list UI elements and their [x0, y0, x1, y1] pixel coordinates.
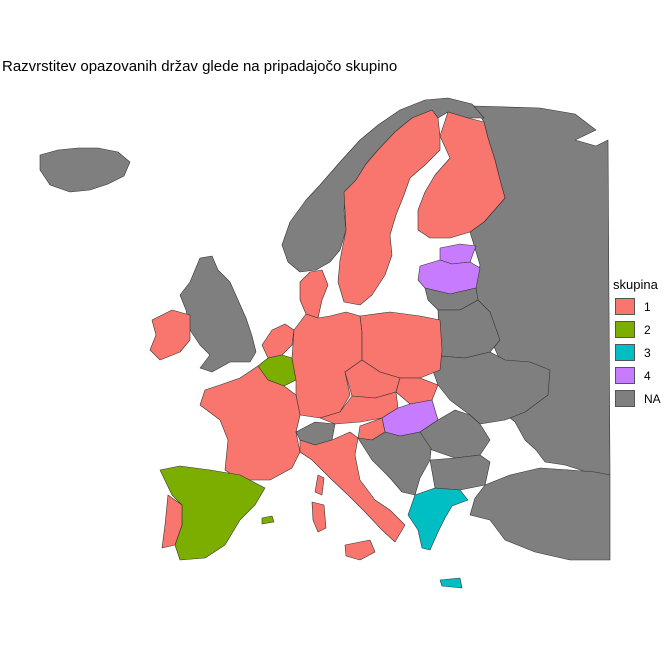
legend-item-2: 2 [613, 319, 658, 342]
region-finland [417, 111, 506, 239]
legend-key-2 [615, 321, 635, 338]
region-turkey [469, 467, 611, 561]
legend-label-4: 4 [644, 369, 651, 383]
region-bulgaria [429, 454, 491, 491]
region-ireland [149, 309, 191, 361]
legend: skupina 1 2 3 4 NA [613, 277, 661, 411]
region-poland [359, 311, 443, 379]
region-sweden [337, 109, 441, 306]
region-italy [299, 431, 406, 543]
region-portugal [161, 494, 183, 549]
region-denmark [299, 269, 329, 319]
region-uk [179, 255, 257, 373]
region-sicily [344, 539, 376, 561]
region-netherlands [261, 323, 295, 359]
region-latvia [417, 259, 481, 295]
region-balkans [357, 431, 433, 496]
region-iceland [39, 147, 131, 193]
region-ukraine [431, 351, 551, 425]
legend-title: skupina [613, 277, 658, 292]
legend-item-4: 4 [613, 365, 658, 388]
region-mallorca [261, 515, 275, 525]
legend-label-2: 2 [644, 323, 651, 337]
region-estonia [439, 243, 477, 265]
legend-key-4 [615, 367, 635, 384]
legend-label-na: NA [644, 392, 661, 406]
legend-item-1: 1 [613, 296, 658, 319]
region-austria [319, 391, 399, 425]
legend-key-na [615, 390, 635, 407]
legend-key-3 [615, 344, 635, 361]
region-crete [439, 577, 463, 589]
legend-item-3: 3 [613, 342, 658, 365]
legend-key-1 [615, 298, 635, 315]
region-greece [407, 487, 469, 551]
region-sardinia [311, 501, 327, 533]
map-title: Razvrstitev opazovanih držav glede na pr… [2, 58, 398, 75]
region-romania [419, 409, 491, 459]
region-corsica [314, 474, 325, 496]
region-france [199, 365, 301, 481]
legend-label-3: 3 [644, 346, 651, 360]
legend-item-na: NA [613, 388, 661, 411]
legend-label-1: 1 [644, 300, 651, 314]
